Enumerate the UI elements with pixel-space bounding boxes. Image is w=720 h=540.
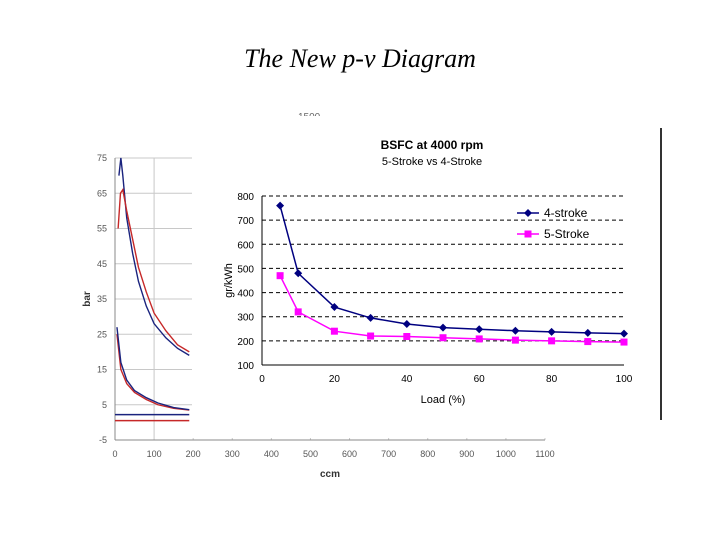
pv-x-tick-label: 1100	[535, 449, 554, 459]
bsfc-chart-panel: BSFC at 4000 rpm 5-Stroke vs 4-Stroke 100 2…	[192, 116, 657, 438]
bsfc-point-5-stroke	[403, 333, 411, 341]
pv-y-tick-label: 45	[97, 259, 107, 269]
bsfc-y-tick-label: 400	[237, 289, 254, 300]
bsfc-subtitle: 5-Stroke vs 4-Stroke	[382, 156, 482, 168]
bsfc-x-tick-label: 40	[401, 374, 413, 385]
bsfc-x-tick-label: 80	[546, 374, 558, 385]
bsfc-chart: BSFC at 4000 rpm 5-Stroke vs 4-Stroke 100 2…	[223, 138, 633, 406]
bsfc-point-5-stroke	[276, 272, 284, 280]
pv-x-tick-label: 800	[420, 449, 435, 459]
pv-y-tick-label: 35	[97, 294, 107, 304]
pv-x-tick-label: 0	[112, 449, 117, 459]
bsfc-y-tick-label: 600	[237, 240, 254, 251]
bsfc-legend-marker-5-stroke	[524, 230, 532, 238]
pv-x-tick-label: 600	[342, 449, 357, 459]
bsfc-point-4-stroke	[330, 303, 339, 312]
pv-y-tick-label: 25	[97, 329, 107, 339]
bsfc-y-tick-label: 700	[237, 216, 254, 227]
pv-x-tick-label: 300	[225, 449, 240, 459]
bsfc-point-5-stroke	[511, 336, 519, 344]
bsfc-point-4-stroke	[402, 319, 411, 328]
pv-x-tick-label: 1000	[496, 449, 516, 459]
bsfc-point-4-stroke	[583, 328, 592, 337]
bsfc-y-tick-label: 100	[237, 361, 254, 372]
pv-y-tick-label: 75	[97, 153, 107, 163]
pv-x-tick-label: 200	[186, 449, 201, 459]
pv-y-tick-label: 55	[97, 224, 107, 234]
pv-y-tick-label: 65	[97, 188, 107, 198]
pv-x-axis-label: ccm	[320, 469, 340, 480]
bsfc-x-tick-label: 60	[474, 374, 486, 385]
bsfc-y-tick-label: 800	[237, 192, 254, 203]
bsfc-legend-label-4-stroke: 4-stroke	[544, 206, 588, 220]
bsfc-point-5-stroke	[584, 338, 592, 346]
pv-x-tick-label: 500	[303, 449, 318, 459]
bsfc-point-5-stroke	[620, 338, 628, 346]
bsfc-point-4-stroke	[475, 325, 484, 334]
pv-y-tick-label: -5	[99, 435, 107, 445]
pv-series-line	[117, 187, 190, 353]
bsfc-point-5-stroke	[439, 334, 447, 342]
bsfc-x-tick-label: 20	[329, 374, 341, 385]
pv-x-tick-label: 700	[381, 449, 396, 459]
pv-y-tick-label: 5	[102, 400, 107, 410]
pv-y-axis-label: bar	[82, 291, 93, 307]
bsfc-x-tick-label: 0	[259, 374, 265, 385]
bsfc-y-axis-label: gr/kWh	[223, 263, 235, 298]
bsfc-point-4-stroke	[294, 269, 303, 278]
bsfc-point-4-stroke	[276, 201, 285, 210]
bsfc-point-5-stroke	[475, 335, 483, 343]
bsfc-point-4-stroke	[620, 329, 628, 338]
cropped-axis-label: 1500	[298, 112, 321, 118]
bsfc-title: BSFC at 4000 rpm	[381, 138, 484, 152]
bsfc-legend-marker-4-stroke	[524, 209, 532, 217]
bsfc-series-line	[279, 205, 625, 335]
pv-x-tick-label: 100	[147, 449, 162, 459]
pv-y-tick-label: 15	[97, 365, 107, 375]
pv-x-tick-label: 400	[264, 449, 279, 459]
bsfc-point-4-stroke	[511, 326, 520, 335]
pv-series-line	[116, 334, 190, 411]
vertical-divider	[660, 128, 662, 420]
bsfc-point-4-stroke	[366, 313, 375, 322]
bsfc-point-4-stroke	[547, 327, 556, 336]
pv-series-line	[118, 157, 190, 356]
pv-series-line	[116, 327, 190, 411]
pv-x-tick-label: 900	[459, 449, 474, 459]
bsfc-y-tick-label: 500	[237, 264, 254, 275]
slide-title: The New p-v Diagram	[244, 44, 476, 73]
bsfc-point-5-stroke	[548, 337, 556, 345]
bsfc-x-axis-label: Load (%)	[421, 394, 466, 406]
bsfc-point-4-stroke	[439, 323, 447, 332]
bsfc-point-5-stroke	[294, 308, 302, 316]
bsfc-y-tick-label: 200	[237, 337, 254, 348]
bsfc-point-5-stroke	[367, 332, 375, 340]
bsfc-point-5-stroke	[330, 327, 338, 335]
bsfc-x-tick-label: 100	[616, 374, 633, 385]
bsfc-y-tick-label: 300	[237, 313, 254, 324]
bsfc-legend-label-5-stroke: 5-Stroke	[544, 227, 590, 241]
